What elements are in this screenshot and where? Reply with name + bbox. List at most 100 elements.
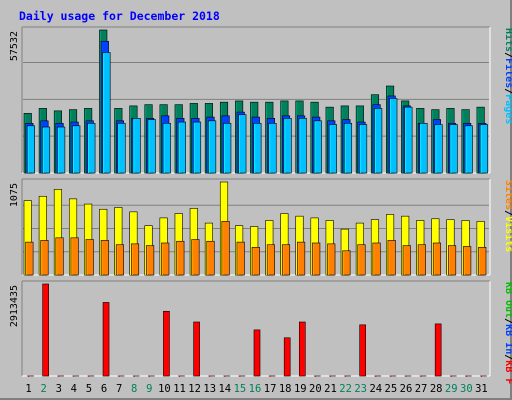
hits-bar-pages-day-11: [177, 121, 186, 174]
visits-bar-sites-day-18: [281, 244, 291, 276]
visits-bar-sites-day-4: [70, 237, 79, 276]
kbytes-max-label: 2913435: [9, 285, 20, 327]
hits-bar-pages-day-20: [313, 120, 322, 174]
visits-bar-sites-day-31: [478, 247, 487, 276]
x-tick-label: 6: [101, 383, 107, 395]
legend-separator: /: [503, 318, 512, 324]
hits-legend: Hits/Files/Pages: [503, 28, 512, 124]
x-tick-label: 24: [369, 383, 382, 395]
visits-bar-sites-day-10: [161, 242, 170, 276]
x-tick-label: 14: [218, 383, 231, 395]
x-tick-label: 17: [264, 383, 277, 395]
hits-bar-pages-day-21: [328, 124, 337, 174]
kbytes-bar-kb-f-day-28: [434, 323, 442, 377]
legend-entry: Files: [503, 58, 512, 88]
legend-separator: /: [503, 52, 512, 58]
visits-bar-sites-day-6: [100, 240, 109, 276]
legend-entry: KB Out: [503, 282, 512, 318]
hits-bar-pages-day-18: [283, 118, 292, 174]
hits-bars: [23, 29, 488, 174]
x-tick-label: 19: [294, 383, 307, 395]
visits-max-label: 1075: [9, 183, 20, 207]
hits-bar-pages-day-25: [389, 98, 398, 174]
hits-bar-pages-day-27: [419, 122, 428, 174]
x-tick-label: 2: [40, 383, 46, 395]
legend-entry: Visits: [503, 216, 512, 252]
visits-bar-sites-day-3: [55, 237, 64, 276]
hits-bar-pages-day-26: [404, 106, 413, 174]
visits-bar-sites-day-13: [206, 240, 215, 276]
x-tick-label: 23: [354, 383, 367, 395]
hits-bar-pages-day-15: [238, 114, 247, 174]
hits-bar-pages-day-9: [147, 119, 156, 174]
x-tick-label: 18: [279, 383, 292, 395]
hits-bar-pages-day-8: [132, 118, 141, 174]
x-tick-label: 7: [116, 383, 122, 395]
svg-text:KB Out/KB In/KB F: KB Out/KB In/KB F: [503, 282, 512, 384]
x-tick-label: 29: [445, 383, 458, 395]
hits-bar-pages-day-4: [72, 125, 81, 174]
hits-bar-pages-day-23: [359, 124, 368, 174]
visits-bar-sites-day-8: [130, 243, 140, 276]
visits-legend: Sites/Visits: [503, 180, 512, 252]
hits-bar-pages-day-31: [479, 124, 488, 174]
kbytes-bar-kb-f-day-16: [253, 329, 261, 377]
kbytes-legend: KB Out/KB In/KB F: [503, 282, 512, 384]
kbytes-bar-kb-f-day-2: [42, 283, 49, 377]
visits-bar-sites-day-1: [25, 241, 34, 276]
visits-bar-sites-day-29: [448, 245, 457, 276]
hits-bar-pages-day-30: [464, 125, 473, 174]
kbytes-bars: [27, 283, 487, 377]
visits-bar-sites-day-23: [357, 244, 366, 276]
hits-bar-pages-day-10: [162, 122, 171, 174]
x-tick-label: 27: [415, 383, 428, 395]
hits-bar-pages-day-12: [192, 121, 202, 174]
legend-entry: KB F: [503, 360, 512, 384]
visits-bar-sites-day-20: [312, 242, 321, 276]
kbytes-bar-kb-f-day-18: [283, 337, 291, 377]
hits-bar-pages-day-29: [449, 124, 458, 174]
hits-bar-pages-day-13: [208, 120, 217, 174]
legend-separator: /: [503, 88, 512, 94]
x-tick-label: 9: [146, 383, 152, 395]
hits-bar-pages-day-16: [253, 122, 262, 174]
legend-entry: Pages: [503, 94, 512, 124]
kbytes-bar-kb-f-day-19: [298, 321, 306, 377]
visits-bar-sites-day-11: [176, 240, 185, 276]
visits-bar-sites-day-19: [297, 241, 306, 276]
visits-panel: 1075 Sites/Visits: [9, 178, 512, 276]
visits-bar-sites-day-7: [115, 244, 124, 276]
visits-bar-sites-day-25: [387, 240, 396, 276]
svg-text:Sites/Visits: Sites/Visits: [503, 180, 512, 252]
x-tick-label: 4: [71, 383, 77, 395]
svg-text:Hits/Files/Pages: Hits/Files/Pages: [503, 28, 512, 124]
legend-separator: /: [503, 354, 512, 360]
visits-bar-sites-day-28: [432, 242, 442, 276]
x-tick-label: 20: [309, 383, 322, 395]
x-tick-label: 28: [430, 383, 443, 395]
hits-bar-pages-day-3: [57, 126, 66, 174]
chart-panels: 57532Hits/Files/Pages1075Sites/Visits291…: [9, 26, 512, 384]
x-tick-label: 10: [158, 383, 171, 395]
x-tick-label: 31: [475, 383, 488, 395]
legend-entry: KB In: [503, 324, 512, 354]
kbytes-bar-kb-f-day-10: [163, 310, 170, 377]
visits-bar-sites-day-16: [251, 247, 260, 276]
x-tick-label: 22: [339, 383, 352, 395]
hits-bar-pages-day-17: [268, 122, 277, 174]
kbytes-bar-kb-f-day-6: [102, 302, 110, 377]
x-axis-labels: 1 2 3 4 5 6 7 8 9 10 11 12 13 14 15 16 17 18 19 20 21 22 23 24 2…: [25, 383, 487, 395]
hits-bar-pages-day-1: [26, 125, 36, 174]
hits-max-label: 57532: [9, 31, 20, 61]
legend-entry: Sites: [503, 180, 512, 210]
hits-bar-pages-day-19: [298, 118, 307, 174]
x-tick-label: 25: [385, 383, 398, 395]
visits-bar-sites-day-15: [236, 241, 245, 276]
visits-bars: [23, 181, 487, 276]
legend-entry: Hits: [503, 28, 512, 52]
hits-bar-pages-day-24: [374, 108, 383, 174]
visits-bar-sites-day-26: [402, 245, 411, 276]
hits-bar-pages-day-14: [223, 122, 232, 174]
